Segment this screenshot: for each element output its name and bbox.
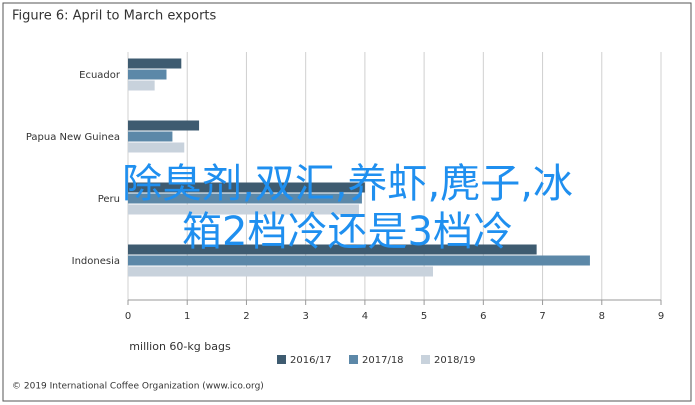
bar [128, 182, 365, 193]
y-tick-label: Papua New Guinea [26, 132, 120, 143]
x-tick-label: 8 [599, 311, 605, 322]
legend-swatch [277, 355, 286, 364]
legend-label: 2018/19 [434, 355, 476, 366]
x-tick-label: 2 [243, 311, 249, 322]
bar [128, 266, 433, 277]
chart-title: Figure 6: April to March exports [12, 9, 217, 24]
y-tick-label: Peru [98, 194, 120, 205]
bar [128, 69, 167, 80]
bar [128, 255, 590, 266]
y-tick-label: Ecuador [79, 70, 121, 81]
x-tick-label: 6 [480, 311, 486, 322]
bar [128, 142, 185, 153]
legend-label: 2016/17 [290, 355, 332, 366]
legend-swatch [349, 355, 358, 364]
y-tick-label: Indonesia [72, 256, 120, 267]
x-tick-label: 9 [658, 311, 664, 322]
x-tick-label: 7 [539, 311, 545, 322]
legend-swatch [421, 355, 430, 364]
overlay-text: 除臭剂,双汇,养虾,麂子,冰箱2档冷还是3档冷 [122, 161, 573, 255]
bar [128, 120, 200, 131]
x-tick-label: 5 [421, 311, 427, 322]
bar [128, 204, 359, 215]
x-axis-label: million 60-kg bags [129, 340, 231, 353]
bar [128, 244, 537, 255]
bar [128, 58, 182, 69]
x-tick-label: 0 [125, 311, 131, 322]
x-tick-label: 3 [302, 311, 308, 322]
bar [128, 193, 362, 204]
legend-label: 2017/18 [362, 355, 404, 366]
bar [128, 80, 155, 91]
bar [128, 131, 173, 142]
footer: © 2019 International Coffee Organization… [12, 382, 264, 392]
x-tick-label: 1 [184, 311, 190, 322]
x-tick-label: 4 [362, 311, 368, 322]
